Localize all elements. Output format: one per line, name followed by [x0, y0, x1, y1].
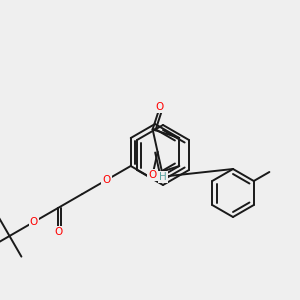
Text: O: O — [54, 227, 62, 237]
Text: O: O — [102, 175, 111, 185]
Text: H: H — [159, 172, 167, 182]
Text: O: O — [30, 217, 38, 227]
Text: O: O — [148, 170, 157, 180]
Text: O: O — [156, 102, 164, 112]
